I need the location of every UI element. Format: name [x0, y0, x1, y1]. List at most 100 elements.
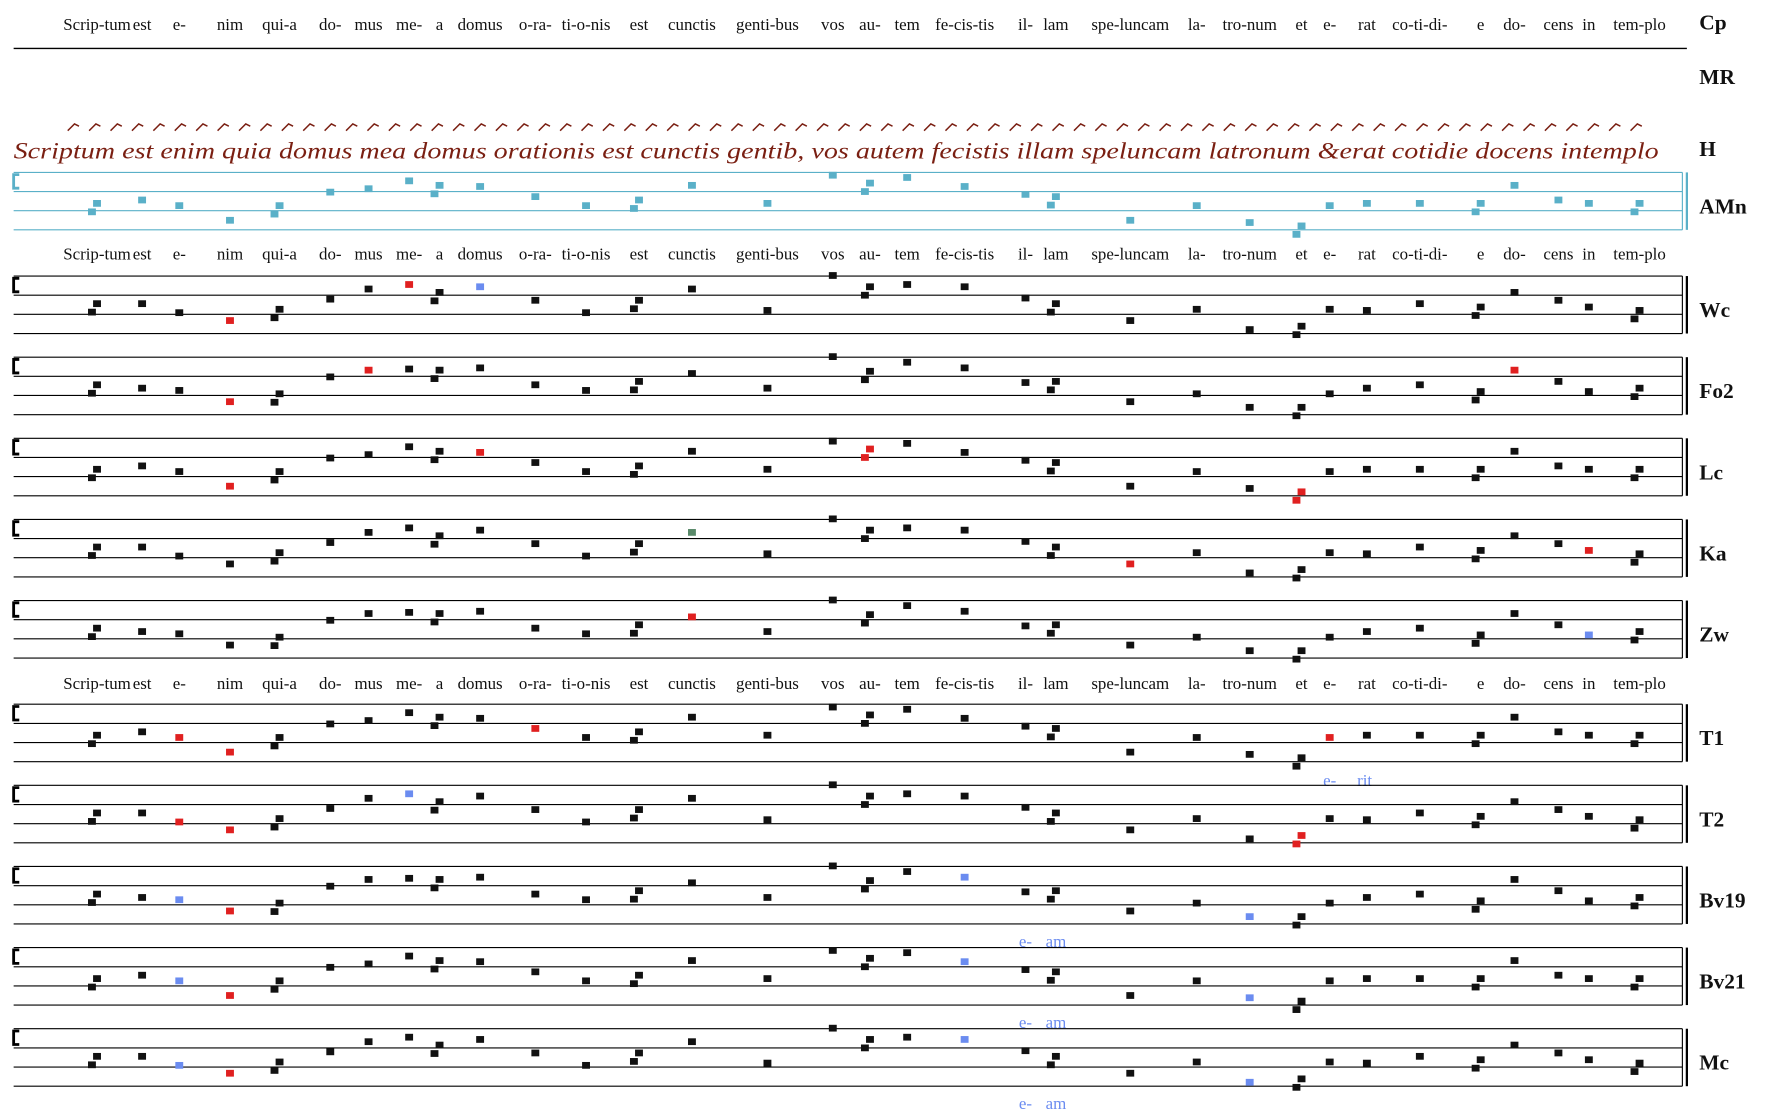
neume: [1292, 574, 1301, 582]
manuscript-neume: [152, 123, 165, 132]
manuscript-neume: [1522, 123, 1536, 132]
neume: [531, 1049, 540, 1057]
neume: [1635, 816, 1644, 824]
neume: [138, 384, 147, 392]
neume: [1476, 731, 1485, 739]
neume: [960, 792, 969, 800]
neume: [405, 952, 414, 960]
manuscript-neume: [966, 123, 979, 132]
manuscript-neume: [217, 123, 230, 132]
neume: [1126, 482, 1135, 490]
neume: [1510, 181, 1519, 189]
lyric-syllable: a: [436, 15, 444, 34]
neume: [326, 616, 335, 624]
neume: [1245, 835, 1254, 843]
lyric-syllable: mus: [354, 245, 382, 264]
neume: [1554, 971, 1563, 979]
neume: [860, 376, 869, 384]
neume: [1292, 921, 1301, 929]
neume: [860, 963, 869, 971]
lyric-syllable: a: [436, 674, 444, 693]
neume: [629, 1058, 638, 1065]
neume: [1635, 550, 1644, 558]
neume: [1051, 621, 1060, 629]
lyric-syllable: cunctis: [668, 245, 716, 264]
lyric-syllable: tro-num: [1222, 674, 1276, 693]
neume: [1325, 468, 1334, 475]
neume: [531, 296, 540, 304]
lyric-syllable: la-: [1188, 674, 1206, 693]
manuscript-neume: [623, 123, 636, 132]
neume: [1362, 975, 1371, 982]
neume: [1476, 303, 1485, 311]
clef: [12, 173, 20, 190]
neume: [270, 210, 279, 218]
neume: [226, 907, 234, 915]
neume: [435, 1041, 444, 1049]
siglum: AMn: [1699, 194, 1747, 218]
neume: [1126, 641, 1135, 649]
neume: [1362, 731, 1371, 739]
neume: [93, 465, 101, 473]
lyric-syllable: tem-plo: [1613, 674, 1666, 693]
neume: [1126, 317, 1135, 324]
neume: [582, 977, 590, 985]
neume: [688, 370, 696, 377]
neume: [828, 437, 837, 445]
lyric-syllable: il-: [1018, 15, 1033, 34]
neume: [435, 798, 444, 806]
neume: [1584, 465, 1593, 473]
manuscript-neume: [1630, 123, 1643, 132]
manuscript-neume: [730, 123, 743, 132]
neume: [1476, 897, 1485, 905]
neume: [364, 960, 373, 968]
neume: [275, 899, 284, 907]
neume: [1471, 555, 1480, 563]
lyric-syllable: tro-num: [1222, 15, 1276, 34]
neume: [1297, 488, 1306, 496]
neume: [1245, 485, 1254, 492]
manuscript-neume: [1244, 123, 1257, 132]
neume: [270, 908, 279, 915]
neume: [635, 621, 643, 629]
neume: [1126, 907, 1135, 915]
neume: [275, 468, 284, 475]
neume: [1630, 740, 1639, 748]
neume: [1046, 201, 1055, 209]
neume: [1051, 193, 1060, 200]
siglum: Lc: [1699, 460, 1723, 484]
neume: [275, 633, 284, 641]
neume: [763, 628, 772, 635]
neume: [1192, 977, 1201, 985]
neume: [1046, 467, 1055, 475]
neume: [270, 742, 279, 750]
neume: [1325, 977, 1334, 985]
neume: [531, 725, 540, 732]
neume: [138, 543, 147, 551]
neume: [1415, 975, 1424, 982]
neume: [1297, 754, 1306, 762]
neume: [1584, 388, 1593, 395]
neume: [1245, 647, 1254, 655]
neume: [1126, 826, 1135, 834]
neume: [270, 642, 279, 650]
lyric-syllable: co-ti-di-: [1392, 674, 1448, 693]
lyric-syllable: me-: [396, 15, 423, 34]
neume: [1192, 305, 1201, 313]
neume: [430, 722, 439, 730]
manuscript-neume: [174, 123, 187, 132]
lyric-syllable: est: [630, 245, 649, 264]
neume: [1471, 312, 1480, 319]
neume: [364, 876, 373, 883]
neume: [828, 272, 837, 279]
neume: [1192, 633, 1201, 641]
neume: [960, 449, 969, 456]
manuscript-neume: [1308, 123, 1322, 132]
neume: [1021, 966, 1030, 973]
neume: [1630, 902, 1639, 910]
siglum: Wc: [1699, 298, 1730, 322]
lyric-syllable: in: [1582, 674, 1596, 693]
manuscript-neume: [602, 123, 615, 132]
neume: [903, 358, 912, 366]
manuscript-neume: [1266, 123, 1279, 132]
